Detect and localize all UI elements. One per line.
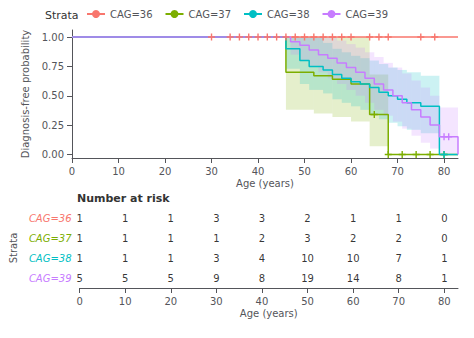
svg-text:Number at risk: Number at risk (77, 192, 170, 205)
svg-text:2: 2 (350, 233, 356, 244)
svg-text:9: 9 (213, 273, 219, 284)
svg-text:50: 50 (301, 296, 314, 307)
svg-text:0.25: 0.25 (42, 120, 64, 131)
svg-text:0: 0 (441, 233, 447, 244)
svg-text:Age (years): Age (years) (236, 178, 294, 189)
svg-text:2: 2 (396, 233, 402, 244)
svg-text:3: 3 (213, 253, 219, 264)
svg-text:CAG=37: CAG=37 (29, 233, 72, 244)
svg-text:CAG=39: CAG=39 (346, 9, 389, 20)
svg-text:30: 30 (210, 296, 223, 307)
svg-text:1: 1 (213, 233, 219, 244)
svg-text:30: 30 (205, 166, 218, 177)
svg-text:1: 1 (350, 213, 356, 224)
svg-text:CAG=36: CAG=36 (29, 213, 72, 224)
svg-text:10: 10 (301, 253, 314, 264)
svg-text:60: 60 (347, 296, 360, 307)
svg-text:70: 70 (391, 166, 404, 177)
svg-text:1: 1 (122, 253, 128, 264)
svg-text:19: 19 (301, 273, 314, 284)
svg-text:3: 3 (259, 213, 265, 224)
svg-text:0.75: 0.75 (42, 61, 64, 72)
svg-text:2: 2 (304, 213, 310, 224)
svg-text:2: 2 (259, 233, 265, 244)
svg-text:Strata: Strata (8, 233, 19, 264)
svg-text:CAG=39: CAG=39 (29, 273, 72, 284)
svg-text:1: 1 (122, 213, 128, 224)
svg-text:60: 60 (345, 166, 358, 177)
svg-text:5: 5 (122, 273, 128, 284)
svg-text:20: 20 (159, 166, 172, 177)
svg-text:1: 1 (168, 253, 174, 264)
svg-text:4: 4 (259, 253, 265, 264)
svg-text:CAG=38: CAG=38 (267, 9, 310, 20)
svg-text:1: 1 (122, 233, 128, 244)
svg-text:1: 1 (76, 213, 82, 224)
svg-text:0.50: 0.50 (42, 90, 64, 101)
svg-text:Age (years): Age (years) (240, 308, 298, 319)
svg-text:80: 80 (438, 296, 451, 307)
svg-text:1: 1 (168, 213, 174, 224)
svg-text:0: 0 (441, 213, 447, 224)
svg-text:5: 5 (168, 273, 174, 284)
svg-text:Diagnosis-free probability: Diagnosis-free probability (20, 30, 31, 159)
svg-text:CAG=36: CAG=36 (110, 9, 153, 20)
svg-text:1: 1 (396, 213, 402, 224)
svg-text:1: 1 (76, 233, 82, 244)
svg-text:10: 10 (119, 296, 132, 307)
svg-text:8: 8 (259, 273, 265, 284)
svg-text:40: 40 (256, 296, 269, 307)
svg-text:0: 0 (69, 166, 75, 177)
svg-text:8: 8 (396, 273, 402, 284)
svg-text:5: 5 (76, 273, 82, 284)
svg-text:10: 10 (347, 253, 360, 264)
svg-text:40: 40 (252, 166, 265, 177)
svg-text:14: 14 (347, 273, 360, 284)
svg-text:Strata: Strata (45, 9, 79, 22)
svg-text:1: 1 (441, 273, 447, 284)
svg-text:CAG=37: CAG=37 (189, 9, 232, 20)
svg-text:0: 0 (76, 296, 82, 307)
svg-text:20: 20 (164, 296, 177, 307)
svg-text:1.00: 1.00 (42, 32, 64, 43)
svg-text:50: 50 (298, 166, 311, 177)
svg-text:10: 10 (112, 166, 125, 177)
svg-text:3: 3 (304, 233, 310, 244)
svg-text:CAG=38: CAG=38 (29, 253, 72, 264)
svg-text:0.00: 0.00 (42, 149, 64, 160)
svg-text:1: 1 (76, 253, 82, 264)
svg-text:1: 1 (168, 233, 174, 244)
svg-text:3: 3 (213, 213, 219, 224)
svg-text:80: 80 (438, 166, 451, 177)
svg-text:1: 1 (441, 253, 447, 264)
svg-text:70: 70 (392, 296, 405, 307)
svg-text:7: 7 (396, 253, 402, 264)
